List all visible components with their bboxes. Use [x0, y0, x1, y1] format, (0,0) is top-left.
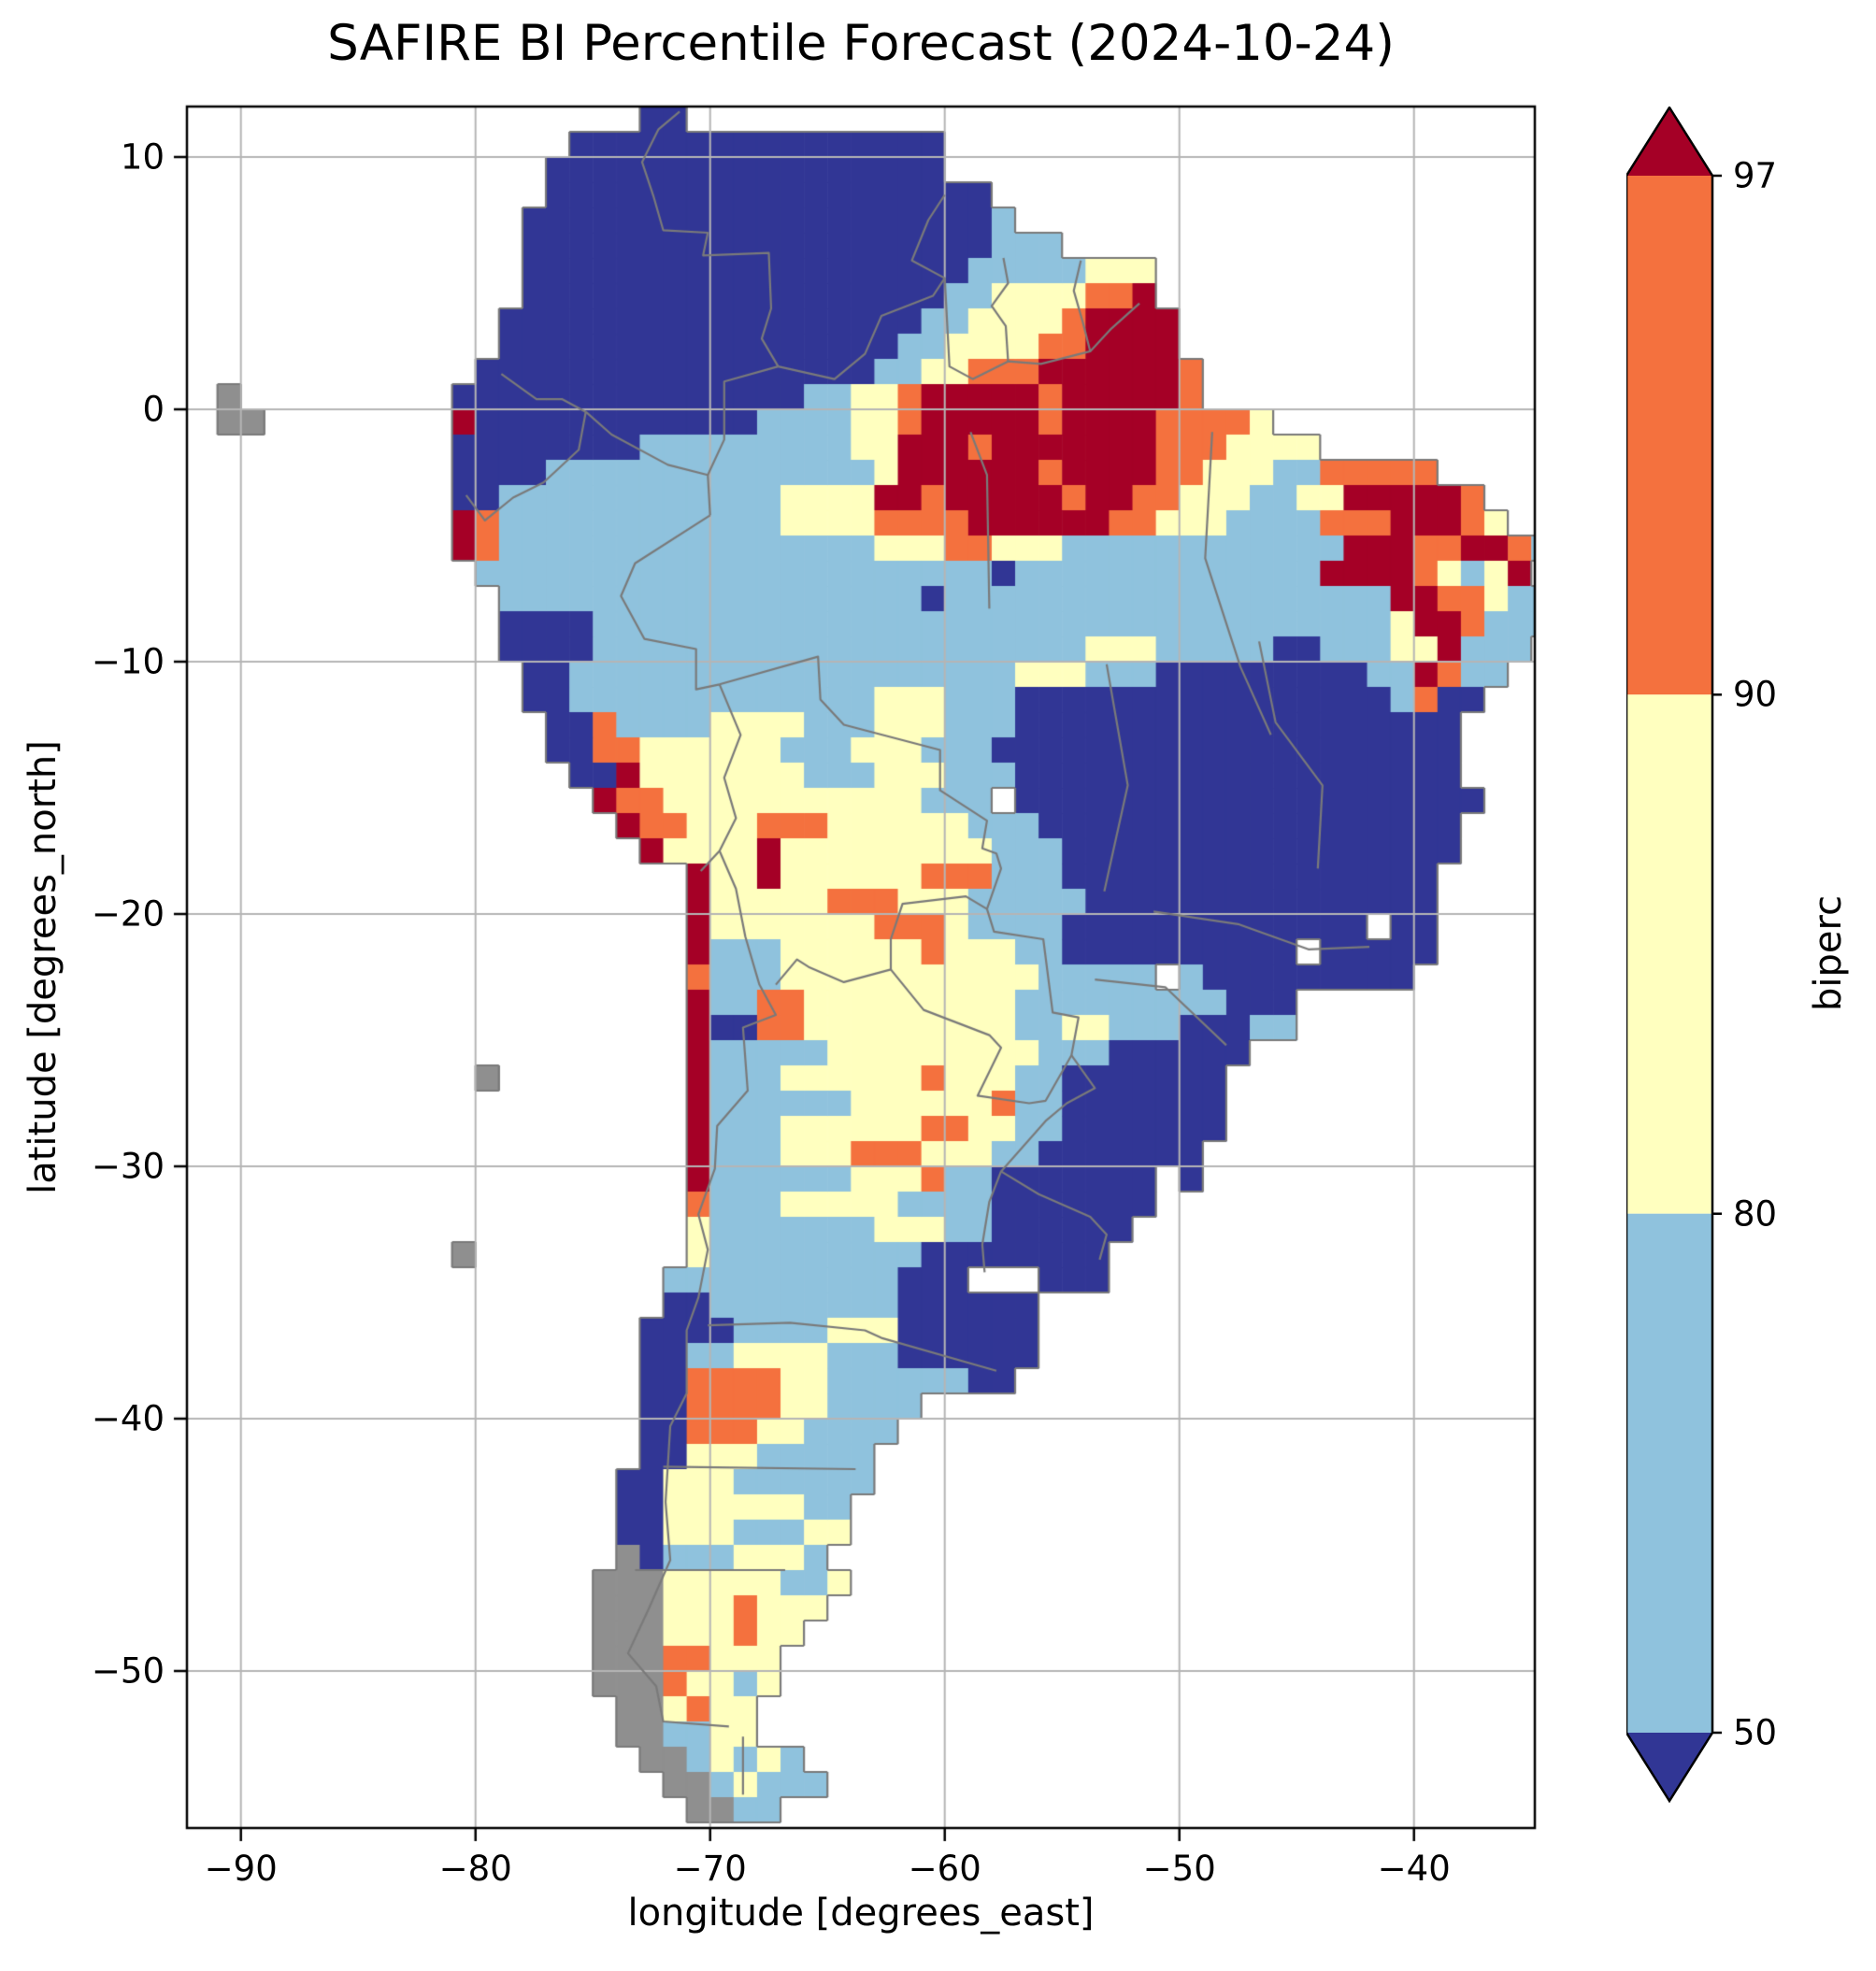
x-tick-label: −80: [438, 1849, 512, 1889]
x-tick-label: −40: [1377, 1849, 1451, 1889]
x-axis-label: longitude [degrees_east]: [627, 1892, 1095, 1935]
y-tick-label: −30: [91, 1146, 165, 1187]
y-tick-label: −50: [91, 1650, 165, 1692]
colorbar-tick-label: 50: [1733, 1712, 1778, 1753]
colorbar-seg-80-90: [1626, 694, 1712, 1214]
colorbar-tick-label: 97: [1733, 155, 1778, 196]
colorbar-seg-50-80: [1626, 1213, 1712, 1733]
colorbar-seg-90-97: [1626, 176, 1712, 695]
colorbar: [1626, 107, 1722, 1804]
colorbar-tick-label: 90: [1733, 674, 1778, 715]
colorbar-tick-label: 80: [1733, 1193, 1778, 1235]
x-tick-label: −90: [204, 1849, 278, 1889]
y-tick-label: 0: [142, 389, 165, 430]
x-tick-label: −70: [673, 1849, 747, 1889]
x-tick-label: −50: [1142, 1849, 1216, 1889]
colorbar-tick-marks: [1712, 174, 1722, 1735]
y-tick-label: −10: [91, 641, 165, 682]
chart-title: SAFIRE BI Percentile Forecast (2024-10-2…: [327, 15, 1395, 72]
colorbar-extend-under: [1626, 1733, 1712, 1801]
colorbar-extend-over: [1626, 107, 1712, 176]
y-tick-label: −40: [91, 1398, 165, 1439]
y-tick-label: −20: [91, 893, 165, 935]
x-tick-label: −60: [908, 1849, 981, 1889]
y-tick-label: 10: [120, 136, 165, 178]
